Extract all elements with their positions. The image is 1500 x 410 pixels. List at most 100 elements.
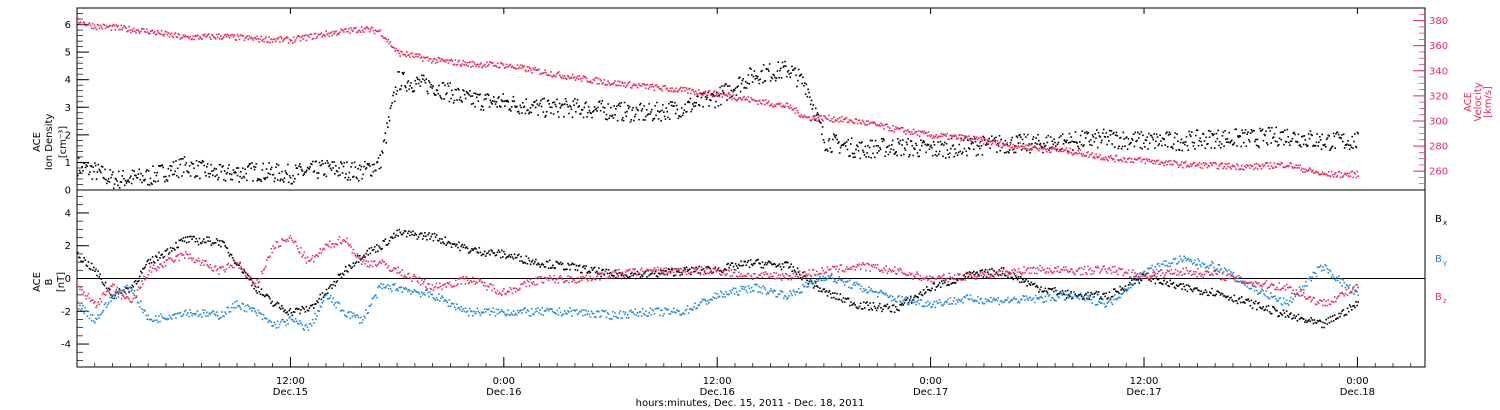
by-point xyxy=(859,288,862,290)
velocity-point xyxy=(827,118,829,121)
by-point xyxy=(593,316,596,319)
by-point xyxy=(733,293,736,295)
velocity-point xyxy=(326,33,328,36)
velocity-point xyxy=(231,33,234,36)
velocity-point xyxy=(1106,158,1108,160)
by-point xyxy=(207,315,209,317)
velocity-point xyxy=(818,118,820,121)
by-point xyxy=(337,301,340,304)
density-point xyxy=(417,82,420,85)
bx-point xyxy=(1009,273,1011,275)
bx-point xyxy=(1317,320,1320,323)
bx-point xyxy=(751,264,754,267)
bx-point xyxy=(1175,284,1178,286)
bx-point xyxy=(290,312,293,314)
velocity-point xyxy=(367,27,370,30)
by-point xyxy=(178,312,181,315)
density-point xyxy=(322,163,324,165)
density-point xyxy=(130,182,133,185)
bx-point xyxy=(629,276,631,278)
by-point xyxy=(836,282,838,284)
velocity-point xyxy=(370,27,373,29)
bx-point xyxy=(1118,292,1120,294)
density-point xyxy=(449,82,451,84)
density-point xyxy=(271,174,274,176)
density-point xyxy=(255,163,258,165)
bx-point xyxy=(446,242,449,245)
density-point xyxy=(948,156,950,159)
bx-point xyxy=(523,261,525,264)
density-point xyxy=(916,152,919,154)
bx-point xyxy=(814,281,817,283)
bx-point xyxy=(1278,315,1280,317)
velocity-point xyxy=(668,90,670,92)
velocity-point xyxy=(1115,154,1118,157)
velocity-point xyxy=(356,31,359,33)
density-point xyxy=(422,74,425,77)
density-point xyxy=(265,168,268,170)
by-point xyxy=(145,314,147,317)
bx-point xyxy=(1312,322,1315,325)
velocity-point xyxy=(1346,172,1349,175)
by-point xyxy=(432,297,435,299)
by-point xyxy=(629,310,631,313)
bx-point xyxy=(341,272,344,275)
velocity-point xyxy=(745,97,747,100)
by-point xyxy=(550,308,552,310)
bx-point xyxy=(1219,294,1222,296)
velocity-point xyxy=(617,80,619,83)
by-point xyxy=(875,291,878,293)
bx-point xyxy=(387,242,390,245)
bx-point xyxy=(703,270,706,273)
bx-point xyxy=(671,268,674,270)
bx-point xyxy=(253,287,255,290)
bx-point xyxy=(1256,308,1258,311)
by-point xyxy=(957,301,959,303)
velocity-point xyxy=(856,122,859,125)
density-point xyxy=(760,70,762,73)
bx-point xyxy=(287,313,289,316)
velocity-point xyxy=(847,121,850,123)
by-point xyxy=(263,317,266,319)
density-point xyxy=(833,133,835,135)
bx-point xyxy=(221,240,223,242)
bx-point xyxy=(1166,281,1168,283)
velocity-point xyxy=(762,99,764,101)
velocity-point xyxy=(130,31,132,34)
bx-point xyxy=(248,279,251,281)
density-point xyxy=(1283,143,1285,146)
velocity-point xyxy=(1089,154,1091,156)
density-point xyxy=(144,178,147,181)
by-point xyxy=(929,302,931,304)
velocity-point xyxy=(1272,167,1275,169)
velocity-point xyxy=(1087,151,1089,153)
bx-point xyxy=(333,280,335,283)
velocity-point xyxy=(413,56,415,59)
by-point xyxy=(443,300,445,302)
density-point xyxy=(1264,134,1266,137)
density-point xyxy=(977,153,979,156)
velocity-point xyxy=(187,36,189,38)
density-point xyxy=(903,153,905,156)
density-point xyxy=(1117,147,1119,150)
bx-point xyxy=(357,261,360,263)
density-point xyxy=(1079,141,1081,143)
density-point xyxy=(1039,142,1042,145)
velocity-point xyxy=(811,118,813,121)
velocity-point xyxy=(1228,162,1230,165)
velocity-point xyxy=(630,86,632,89)
velocity-point xyxy=(950,134,952,137)
velocity-point xyxy=(1153,160,1155,162)
bx-point xyxy=(851,304,853,306)
velocity-point xyxy=(296,35,299,37)
density-point xyxy=(1287,136,1289,138)
velocity-point xyxy=(992,139,995,142)
velocity-point xyxy=(1333,173,1336,176)
by-point xyxy=(455,308,457,311)
bx-point xyxy=(926,286,928,288)
velocity-point xyxy=(225,36,228,38)
bx-point xyxy=(1246,299,1248,301)
by-point xyxy=(110,300,112,303)
velocity-point xyxy=(1240,168,1242,170)
velocity-point xyxy=(1197,164,1200,166)
